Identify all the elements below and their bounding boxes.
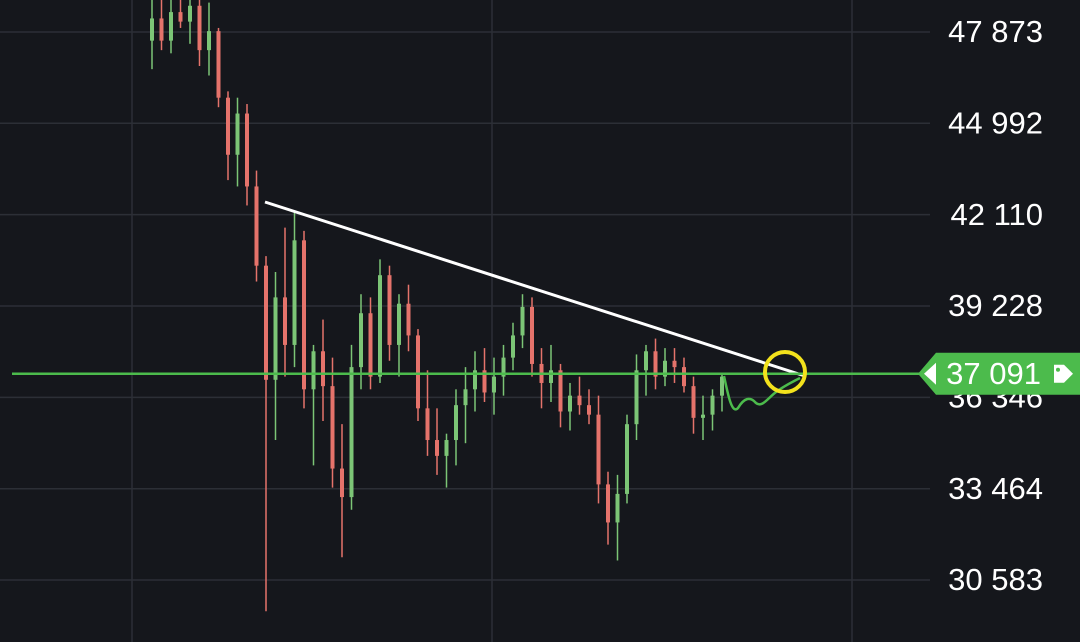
candle-body <box>549 370 553 383</box>
candle-body <box>720 376 724 396</box>
candle-body <box>606 484 610 523</box>
candle-body <box>349 367 354 498</box>
candle-body <box>435 440 439 456</box>
candle-body <box>235 113 240 155</box>
candle-body <box>406 303 411 336</box>
candle-body <box>473 370 477 390</box>
candle-body <box>159 18 164 41</box>
candle-body <box>245 113 249 187</box>
candle-body <box>283 297 287 345</box>
trend-line <box>264 200 806 378</box>
candle-body <box>425 408 430 441</box>
price-tag <box>918 352 1080 395</box>
candle-body <box>511 335 515 358</box>
candle-body <box>226 97 230 155</box>
candle-body <box>207 31 211 51</box>
candle-body <box>615 493 620 523</box>
candle-body <box>520 306 525 336</box>
candle-body <box>416 335 420 409</box>
candle-body <box>150 18 154 41</box>
candle-body <box>311 351 316 390</box>
y-tick-label: 30 583 <box>948 562 1043 597</box>
drawn-path <box>722 375 801 411</box>
candle-body <box>368 313 373 377</box>
tag-icon-hole <box>1056 367 1060 372</box>
candle-body <box>321 351 325 387</box>
candle-body <box>492 376 496 393</box>
price-line-group: 37 091 <box>12 352 1080 395</box>
y-tick-label: 33 464 <box>948 471 1043 506</box>
candle-body <box>587 405 591 415</box>
candle-body <box>558 370 563 412</box>
candle-body <box>454 405 458 441</box>
candle-body <box>568 395 572 412</box>
y-tick-label: 44 992 <box>948 105 1043 140</box>
candle-body <box>501 357 506 377</box>
candle-body <box>169 12 173 41</box>
candle-body <box>178 12 183 22</box>
candle-body <box>530 306 534 364</box>
candle-body <box>634 370 639 425</box>
candle-body <box>378 275 382 377</box>
y-tick-label: 39 228 <box>948 288 1043 323</box>
candle-body <box>387 275 392 345</box>
candle-body <box>682 367 686 387</box>
candles <box>150 0 724 612</box>
candle-body <box>444 440 449 456</box>
candle-body <box>644 351 648 371</box>
highlight-circle <box>763 350 807 394</box>
candle-body <box>463 389 468 406</box>
grid <box>131 0 853 642</box>
candle-body <box>254 186 259 266</box>
candle-body <box>302 240 306 390</box>
candle-body <box>292 240 297 345</box>
candle-body <box>596 414 601 485</box>
candle-body <box>330 386 335 469</box>
candle-body <box>273 297 278 380</box>
candle-body <box>216 31 221 98</box>
candle-body <box>653 351 658 377</box>
candle-body <box>482 370 487 393</box>
candle-body <box>188 5 192 22</box>
candle-body <box>359 313 363 368</box>
y-tick-label: 47 873 <box>948 14 1043 49</box>
y-tick-label: 42 110 <box>950 197 1043 232</box>
candle-body <box>397 303 401 345</box>
candle-body <box>264 265 268 380</box>
candle-body <box>663 360 667 377</box>
candle-body <box>710 395 715 415</box>
candle-body <box>672 360 677 368</box>
candle-body <box>577 395 582 406</box>
candle-body <box>701 414 705 418</box>
price-label: 37 091 <box>946 356 1041 391</box>
price-tag-arrow <box>924 362 936 385</box>
candle-body <box>625 424 629 494</box>
candle-body <box>691 386 696 418</box>
candle-body <box>340 468 344 498</box>
candle-body <box>197 5 202 51</box>
